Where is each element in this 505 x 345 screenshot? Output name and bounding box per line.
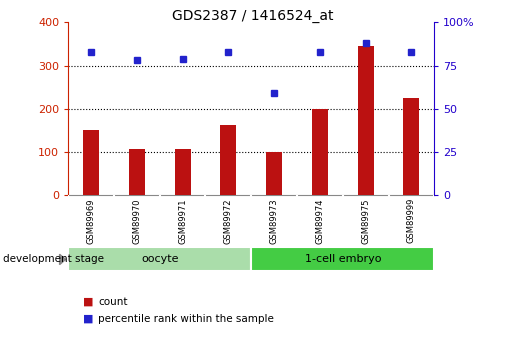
- Bar: [358, 46, 374, 195]
- Bar: [251, 247, 434, 271]
- Text: GSM89975: GSM89975: [361, 198, 370, 244]
- Text: GDS2387 / 1416524_at: GDS2387 / 1416524_at: [172, 9, 333, 23]
- Text: ■: ■: [83, 297, 94, 307]
- Text: 1-cell embryo: 1-cell embryo: [305, 254, 381, 264]
- Bar: [83, 130, 99, 195]
- Bar: [403, 98, 420, 195]
- Text: GSM89970: GSM89970: [132, 198, 141, 244]
- Text: percentile rank within the sample: percentile rank within the sample: [98, 314, 274, 324]
- Text: GSM89969: GSM89969: [86, 198, 95, 244]
- Bar: [220, 125, 236, 195]
- Text: ■: ■: [83, 314, 94, 324]
- Text: GSM89973: GSM89973: [270, 198, 279, 244]
- Polygon shape: [60, 254, 66, 265]
- Text: oocyte: oocyte: [141, 254, 178, 264]
- Text: GSM89972: GSM89972: [224, 198, 233, 244]
- Bar: [68, 247, 251, 271]
- Bar: [312, 109, 328, 195]
- Text: GSM89971: GSM89971: [178, 198, 187, 244]
- Text: GSM89974: GSM89974: [316, 198, 324, 244]
- Bar: [129, 149, 145, 195]
- Bar: [266, 152, 282, 195]
- Text: GSM89999: GSM89999: [407, 198, 416, 244]
- Text: count: count: [98, 297, 128, 307]
- Text: development stage: development stage: [3, 255, 104, 264]
- Bar: [175, 149, 190, 195]
